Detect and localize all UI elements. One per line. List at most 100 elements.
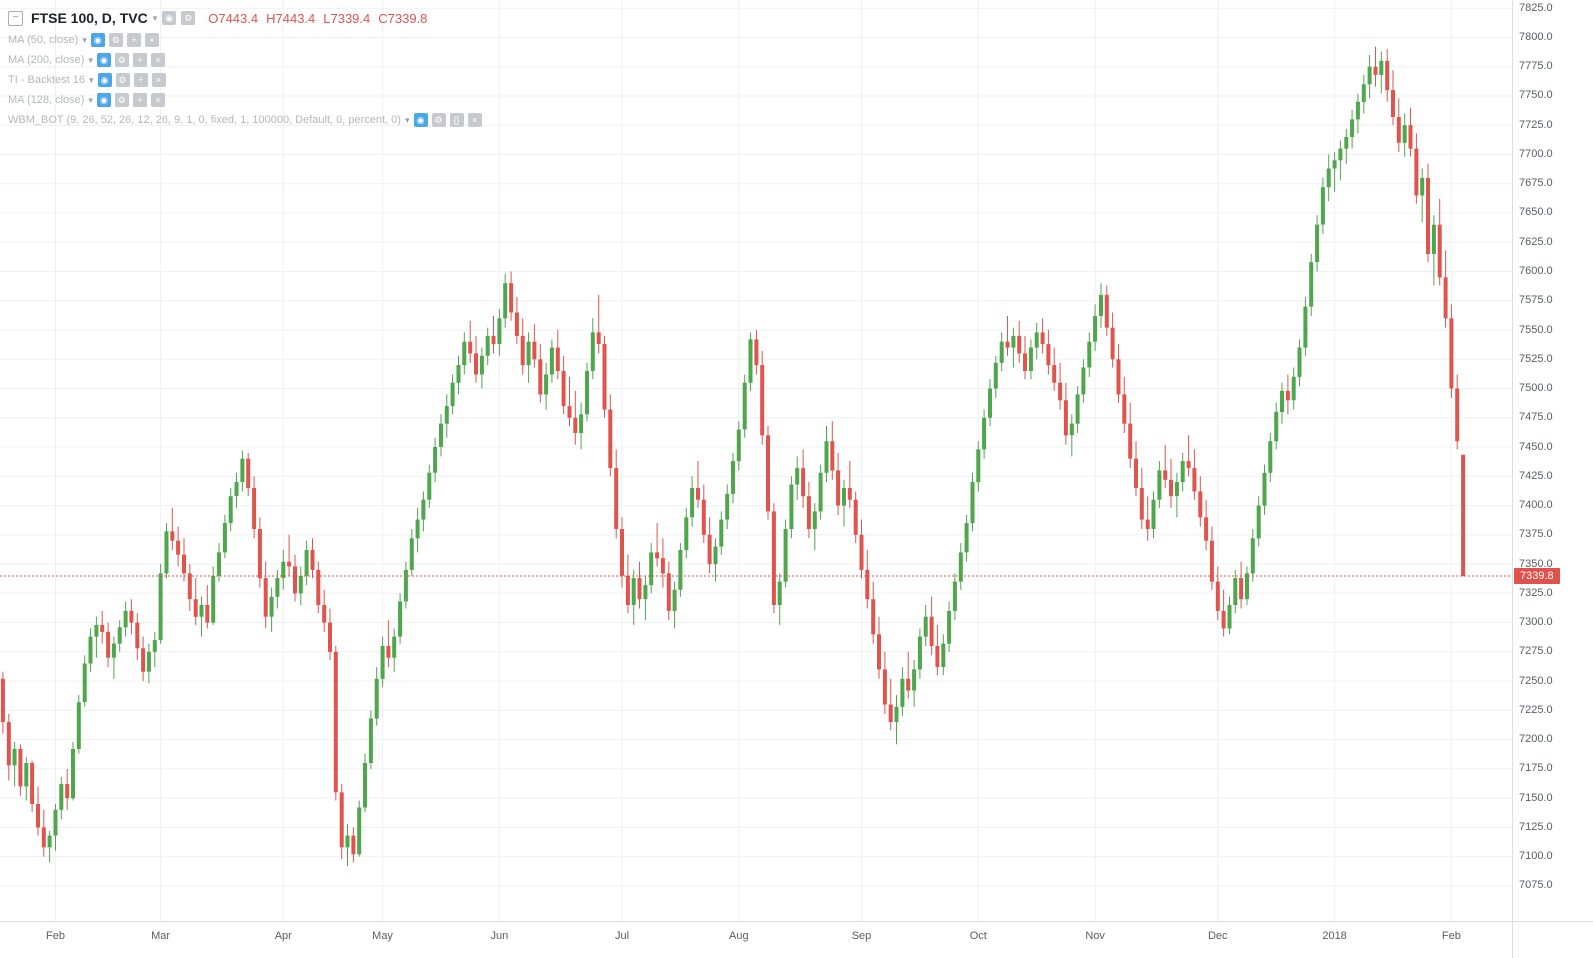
chevron-down-icon[interactable]: ▾	[89, 74, 94, 85]
candle	[1139, 468, 1144, 529]
symbol-title[interactable]: FTSE 100, D, TVC	[31, 10, 148, 26]
plus-icon[interactable]: +	[132, 53, 147, 67]
candle	[468, 320, 473, 363]
eye-icon[interactable]: ◉	[90, 33, 105, 47]
gear-icon[interactable]: ⚙	[114, 53, 129, 67]
chevron-down-icon[interactable]: ▾	[88, 54, 93, 65]
indicator-label[interactable]: WBM_BOT (9, 26, 52, 26, 12, 26, 9, 1, 0,…	[8, 114, 401, 126]
candle	[625, 554, 630, 614]
plus-icon[interactable]: +	[133, 73, 148, 87]
close-icon[interactable]: ×	[151, 73, 166, 87]
candle	[614, 449, 619, 539]
gear-icon[interactable]: ⚙	[115, 73, 130, 87]
price-axis-label: 7225.0	[1519, 703, 1553, 716]
gear-icon[interactable]: ⚙	[431, 113, 446, 127]
chevron-down-icon[interactable]: ▾	[404, 114, 410, 125]
candle	[1040, 318, 1045, 354]
time-axis-label: Aug	[729, 930, 749, 942]
candle	[182, 538, 186, 582]
candle	[240, 450, 245, 492]
chart-plot[interactable]	[0, 0, 1512, 921]
indicator-label[interactable]: TI - Backtest 16	[8, 74, 86, 86]
candle	[602, 335, 607, 418]
candle	[970, 472, 975, 532]
candle	[701, 484, 706, 543]
candle	[263, 561, 268, 629]
price-axis-label: 7750.0	[1519, 89, 1553, 102]
plus-icon[interactable]: +	[132, 93, 147, 107]
ohlc-high: H7443.4	[266, 10, 316, 26]
price-axis-label: 7300.0	[1519, 616, 1553, 629]
candle	[1280, 382, 1284, 424]
candle	[923, 605, 928, 646]
collapse-pane-icon[interactable]: −	[8, 10, 23, 26]
legend: − FTSE 100, D, TVC ▾ ◉ ⚙ O7443.4 H7443.4…	[8, 6, 482, 130]
candle	[363, 753, 367, 813]
candle	[257, 517, 262, 588]
eye-icon[interactable]: ◉	[413, 113, 428, 127]
candle	[65, 768, 70, 810]
eye-icon[interactable]: ◉	[162, 11, 177, 25]
indicator-label[interactable]: MA (128, close)	[8, 94, 85, 106]
candle	[100, 610, 105, 644]
candle	[1320, 177, 1325, 235]
eye-icon[interactable]: ◉	[97, 73, 112, 87]
candle	[287, 534, 292, 576]
close-icon[interactable]: ×	[150, 53, 165, 67]
indicator-row: WBM_BOT (9, 26, 52, 26, 12, 26, 9, 1, 0,…	[8, 110, 482, 130]
candle	[0, 671, 5, 734]
candle	[736, 421, 741, 471]
time-axis-label: Jul	[614, 930, 630, 942]
candle	[958, 543, 963, 590]
candle	[725, 484, 730, 529]
eye-icon[interactable]: ◉	[96, 53, 111, 67]
price-axis-label: 7175.0	[1519, 762, 1553, 775]
candle	[345, 823, 350, 866]
time-axis[interactable]: Feb Mar Apr May Jun Jul Aug Sep Oct Nov Dec 2018 Feb	[0, 921, 1512, 958]
gear-icon[interactable]: ⚙	[108, 33, 123, 47]
candle	[993, 355, 998, 398]
candle	[1099, 283, 1103, 328]
candle	[1350, 110, 1355, 149]
price-axis-label: 7325.0	[1519, 586, 1553, 599]
close-icon[interactable]: ×	[467, 113, 482, 127]
candle	[988, 379, 992, 426]
candle	[380, 636, 385, 687]
gear-icon[interactable]: ⚙	[181, 11, 196, 25]
candle	[1017, 320, 1022, 363]
candle	[456, 355, 461, 395]
candle	[555, 330, 560, 380]
indicator-label[interactable]: MA (50, close)	[8, 34, 79, 46]
price-axis-label: 7475.0	[1519, 411, 1553, 424]
ohlc-open: O7443.4	[208, 10, 259, 26]
eye-icon[interactable]: ◉	[96, 93, 111, 107]
indicator-label[interactable]: MA (200, close)	[8, 54, 85, 66]
close-icon[interactable]: ×	[144, 33, 159, 47]
candle	[217, 543, 221, 582]
candle	[1385, 49, 1390, 102]
candle	[1250, 529, 1255, 582]
chart-pane[interactable]: − FTSE 100, D, TVC ▾ ◉ ⚙ O7443.4 H7443.4…	[0, 0, 1512, 921]
candle	[1332, 152, 1337, 192]
candle	[374, 667, 379, 726]
time-axis-label: Feb	[1441, 930, 1461, 942]
price-axis[interactable]: 7339.8 7075.0 7100.0 7125.0 7150.0 7175.0 720…	[1512, 0, 1593, 921]
candle	[392, 628, 397, 672]
plus-icon[interactable]: +	[126, 33, 141, 47]
chevron-down-icon[interactable]: ▾	[82, 34, 87, 45]
candle	[608, 394, 613, 477]
close-icon[interactable]: ×	[150, 93, 165, 107]
source-code-icon[interactable]: {}	[449, 113, 464, 127]
candle	[649, 543, 654, 594]
chevron-down-icon[interactable]: ▾	[152, 12, 158, 23]
candle	[1058, 362, 1063, 410]
price-axis-label: 7075.0	[1519, 879, 1553, 892]
candle	[713, 538, 718, 582]
candle	[982, 409, 987, 459]
candle	[322, 589, 327, 632]
candle	[1268, 433, 1273, 483]
candle	[847, 461, 852, 508]
gear-icon[interactable]: ⚙	[114, 93, 129, 107]
chevron-down-icon[interactable]: ▾	[88, 94, 93, 105]
candle	[123, 601, 128, 637]
